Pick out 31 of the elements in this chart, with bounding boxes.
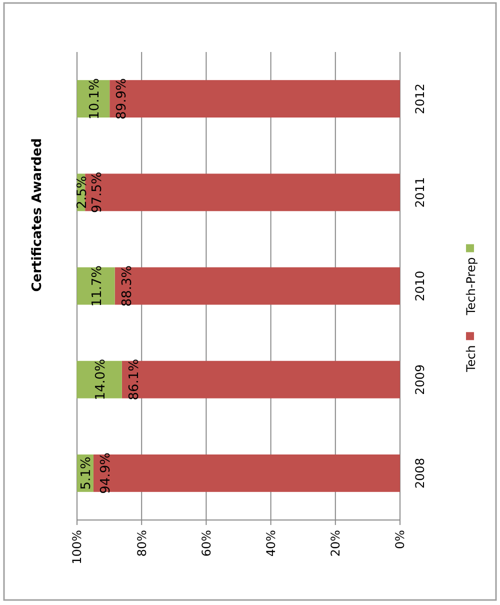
data-label: 97.5% bbox=[90, 172, 106, 214]
bar bbox=[76, 360, 122, 398]
legend-label: Tech-Prep bbox=[464, 257, 478, 316]
data-label: 89.9% bbox=[114, 78, 130, 120]
bar bbox=[85, 174, 400, 212]
data-label: 5.1% bbox=[79, 456, 94, 490]
x-tick-label: 40% bbox=[264, 530, 278, 557]
x-tick-label: 60% bbox=[199, 530, 214, 557]
bar bbox=[122, 360, 400, 398]
y-tick-label: 2012 bbox=[413, 84, 427, 114]
data-label: 10.1% bbox=[87, 78, 102, 120]
x-tick-label: 20% bbox=[328, 530, 343, 557]
bar bbox=[114, 267, 400, 305]
data-label: 11.7% bbox=[90, 265, 105, 307]
x-tick-label: 0% bbox=[393, 530, 408, 550]
data-label: 88.3% bbox=[120, 265, 135, 307]
x-tick-label: 100% bbox=[70, 530, 84, 564]
legend-label: Tech bbox=[464, 345, 478, 373]
y-tick-label: 2008 bbox=[413, 458, 427, 488]
data-label: 2.5% bbox=[75, 176, 90, 209]
y-tick-label: 2011 bbox=[413, 177, 427, 208]
y-tick-label: 2009 bbox=[413, 364, 427, 395]
bar bbox=[93, 454, 400, 492]
text: Certificates Awarded bbox=[30, 138, 45, 292]
data-label: 14.0% bbox=[93, 358, 108, 400]
data-label: 94.9% bbox=[98, 452, 114, 494]
data-label: 86.1% bbox=[126, 358, 142, 400]
y-tick-label: 2010 bbox=[413, 270, 427, 302]
bar bbox=[110, 80, 400, 118]
bar bbox=[77, 267, 115, 305]
x-tick-label: 80% bbox=[134, 530, 149, 557]
